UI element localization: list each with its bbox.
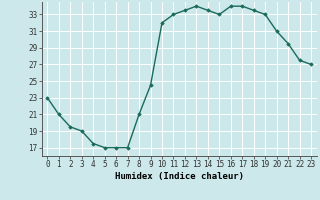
X-axis label: Humidex (Indice chaleur): Humidex (Indice chaleur) — [115, 172, 244, 181]
